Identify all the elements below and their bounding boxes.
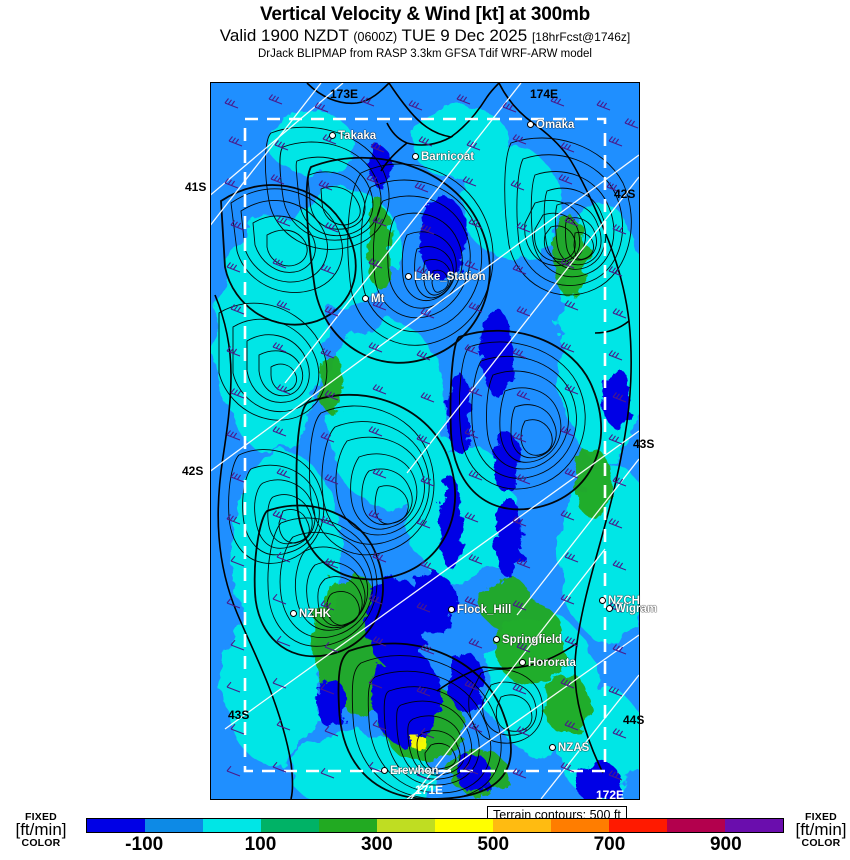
graticule-label-42s: 42S	[182, 464, 204, 478]
station-nzhk[interactable]: NZHK	[291, 608, 331, 620]
station-label: Erewhon	[390, 765, 439, 777]
colorbar-segment-9	[609, 819, 667, 832]
station-takaka[interactable]: Takaka	[330, 130, 376, 142]
station-label: Omaka	[536, 119, 575, 131]
colorbar-segment-4	[319, 819, 377, 832]
colorbar-tick-labels: -100 100 300 500 700 900	[86, 834, 784, 858]
station-springfield[interactable]: Springfield	[494, 634, 562, 646]
colorbar-fixed-label-right: FIXED	[805, 811, 837, 823]
graticule-label-43s: 43S	[228, 708, 250, 722]
station-marker-icon	[363, 296, 368, 302]
colorbar-segment-10	[667, 819, 725, 832]
graticule-label-42s: 42S	[614, 187, 636, 201]
forecast-tag: [18hrFcst@1746z]	[531, 30, 631, 44]
colorbar-segment-11	[725, 819, 783, 832]
colorbar-segment-6	[435, 819, 493, 832]
graticule-label-172e: 172E	[596, 788, 625, 802]
station-nzas[interactable]: NZAS	[550, 742, 589, 754]
station-label: NZCH	[608, 595, 640, 607]
colorbar: FIXED [ft/min] COLOR -100 100 300 500 700 900…	[0, 812, 850, 860]
colorbar-color-label-left: COLOR	[21, 837, 61, 849]
station-label: Lake_Station	[414, 271, 486, 283]
station-mt[interactable]: Mt	[363, 293, 384, 305]
colorbar-tick-900: 900	[709, 834, 742, 855]
colorbar-segment-1	[145, 819, 203, 832]
colorbar-unit-label-left: [ft/min]	[15, 820, 67, 839]
station-marker-icon	[520, 660, 525, 666]
station-flock_hill[interactable]: Flock_Hill	[449, 604, 511, 616]
station-label: NZHK	[299, 608, 331, 620]
valid-time-line: Valid 1900 NZDT (0600Z) TUE 9 Dec 2025 […	[0, 26, 850, 47]
colorbar-segment-7	[493, 819, 551, 832]
station-nzch[interactable]: NZCH	[600, 595, 640, 607]
station-label: Barnicoat	[421, 151, 475, 163]
colorbar-segment-5	[377, 819, 435, 832]
station-wigram[interactable]: Wigram	[607, 603, 657, 615]
station-marker-icon	[330, 133, 335, 139]
colorbar-gradient	[86, 818, 784, 833]
map-canvas[interactable]	[210, 82, 640, 800]
graticule-label-173e: 173E	[330, 87, 359, 101]
station-marker-icon	[406, 274, 411, 280]
station-marker-icon	[494, 637, 499, 643]
colorbar-segment-0	[87, 819, 145, 832]
model-source: DrJack BLIPMAP from RASP 3.3km GFSA Tdif…	[257, 48, 592, 60]
valid-time: Valid 1900 NZDT	[219, 26, 349, 45]
station-lake_station[interactable]: Lake_Station	[406, 271, 486, 283]
graticule-label-41s: 41S	[185, 180, 207, 194]
colorbar-tick-500: 500	[477, 834, 510, 855]
colorbar-tick-300: 300	[360, 834, 393, 855]
station-erewhon[interactable]: Erewhon	[382, 765, 439, 777]
valid-time-utc: (0600Z)	[353, 30, 398, 44]
station-label: Mt	[371, 293, 385, 305]
colorbar-unit-label-right: [ft/min]	[795, 820, 847, 839]
colorbar-right-caption: FIXED [ft/min] COLOR	[782, 812, 850, 858]
station-barnicoat[interactable]: Barnicoat	[413, 151, 474, 163]
station-marker-icon	[550, 745, 555, 751]
valid-date: TUE 9 Dec 2025	[401, 26, 528, 45]
station-marker-icon	[449, 607, 454, 613]
colorbar-left-caption: FIXED [ft/min] COLOR	[2, 812, 80, 858]
station-label: Springfield	[502, 634, 563, 646]
colorbar-fixed-label-left: FIXED	[25, 811, 57, 823]
station-marker-icon	[413, 154, 418, 160]
station-marker-icon	[382, 768, 387, 774]
page-title: Vertical Velocity & Wind [kt] at 300mb	[259, 4, 591, 25]
colorbar-color-label-right: COLOR	[801, 837, 841, 849]
colorbar-tick-100: 100	[244, 834, 277, 855]
station-label: NZAS	[558, 742, 590, 754]
station-label: Flock_Hill	[457, 604, 512, 616]
colorbar-segment-3	[261, 819, 319, 832]
colorbar-tick-700: 700	[593, 834, 626, 855]
graticule-label-44s: 44S	[623, 713, 645, 727]
station-hororata[interactable]: Hororata	[520, 657, 576, 669]
station-marker-icon	[607, 606, 612, 612]
station-marker-icon	[600, 598, 605, 604]
header: Vertical Velocity & Wind [kt] at 300mb V…	[0, 0, 850, 61]
station-marker-icon	[528, 122, 533, 128]
graticule-label-171e: 171E	[415, 783, 444, 797]
station-label: Hororata	[528, 657, 576, 669]
station-omaka[interactable]: Omaka	[528, 119, 574, 131]
station-label: Wigram	[615, 603, 658, 615]
colorbar-tick--100: -100	[125, 834, 164, 855]
map-render	[211, 83, 639, 799]
graticule-label-43s: 43S	[633, 437, 655, 451]
graticule-label-174e: 174E	[530, 87, 559, 101]
station-marker-icon	[291, 611, 296, 617]
colorbar-segment-2	[203, 819, 261, 832]
colorbar-segment-8	[551, 819, 609, 832]
station-label: Takaka	[338, 130, 377, 142]
map-panel[interactable]: 173E 174E 41S 42S 42S 43S 43S 44S 171E 172E Takak…	[182, 82, 657, 802]
